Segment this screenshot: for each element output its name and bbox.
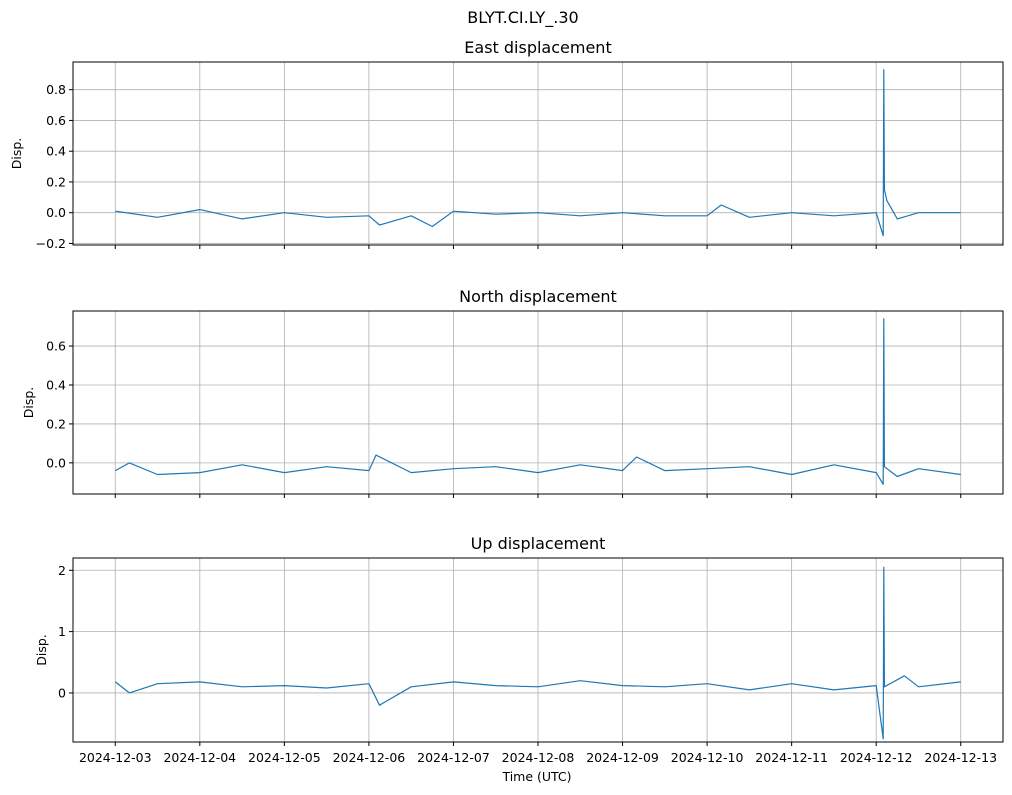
x-tick-label: 2024-12-04 bbox=[163, 750, 236, 765]
x-tick-label: 2024-12-08 bbox=[502, 750, 575, 765]
subplot-2: 0.0 0.2 0.4 0.6 North displacement Disp. bbox=[21, 287, 1004, 498]
x-tick-label: 2024-12-13 bbox=[924, 750, 997, 765]
x-tick-label: 2024-12-05 bbox=[248, 750, 321, 765]
y-tick-label: 0.6 bbox=[46, 339, 66, 354]
y-axis-label: Disp. bbox=[34, 634, 49, 666]
y-tick-label: 0 bbox=[58, 685, 66, 700]
y-tick-label: 0.4 bbox=[46, 377, 66, 392]
subplot-1: −0.2 0.0 0.2 0.4 0.6 0.8 East displacement Disp… bbox=[9, 38, 1004, 251]
y-tick-label: 2 bbox=[58, 563, 66, 578]
displacement-series-line bbox=[115, 318, 961, 485]
y-tick-label: 0.4 bbox=[46, 144, 66, 159]
subplot-title: North displacement bbox=[459, 287, 617, 306]
x-tick-label: 2024-12-07 bbox=[417, 750, 490, 765]
y-axis-label: Disp. bbox=[9, 138, 24, 170]
y-tick-label: −0.2 bbox=[36, 236, 66, 251]
figure-title: BLYT.CI.LY_.30 bbox=[467, 8, 578, 28]
y-tick-label: 0.0 bbox=[46, 205, 66, 220]
subplot-title: East displacement bbox=[464, 38, 611, 57]
x-tick-label: 2024-12-03 bbox=[79, 750, 152, 765]
x-axis-label: Time (UTC) bbox=[501, 769, 571, 784]
x-tick-label: 2024-12-06 bbox=[333, 750, 406, 765]
x-tick-label: 2024-12-12 bbox=[840, 750, 913, 765]
subplot-title: Up displacement bbox=[471, 534, 606, 553]
subplots: −0.2 0.0 0.2 0.4 0.6 0.8 East displacement Disp… bbox=[9, 38, 1004, 765]
x-tick-label: 2024-12-10 bbox=[671, 750, 744, 765]
displacement-series-line bbox=[114, 566, 961, 740]
subplot-3: 0 1 2 2024-12-03 2024-12-04 2024-12-05 2024-12… bbox=[34, 534, 1004, 765]
y-tick-label: 1 bbox=[58, 624, 66, 639]
x-tick-label: 2024-12-11 bbox=[755, 750, 828, 765]
y-tick-label: 0.0 bbox=[46, 455, 66, 470]
y-tick-label: 0.6 bbox=[46, 113, 66, 128]
y-tick-label: 0.2 bbox=[46, 416, 66, 431]
y-tick-label: 0.2 bbox=[46, 174, 66, 189]
y-tick-label: 0.8 bbox=[46, 82, 66, 97]
y-axis-label: Disp. bbox=[21, 387, 36, 419]
x-tick-label: 2024-12-09 bbox=[586, 750, 659, 765]
displacement-series-line bbox=[115, 69, 961, 237]
